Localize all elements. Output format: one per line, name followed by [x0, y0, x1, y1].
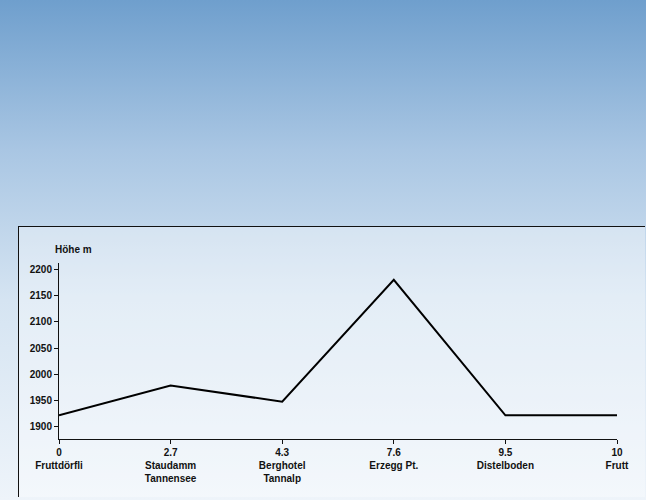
- svg-text:0Fruttdörfli: 0Fruttdörfli: [35, 447, 83, 471]
- svg-text:1900: 1900: [30, 421, 53, 432]
- svg-text:2050: 2050: [30, 343, 53, 354]
- svg-text:7.6Erzegg Pt.: 7.6Erzegg Pt.: [369, 447, 418, 471]
- svg-text:2.7StaudammTannensee: 2.7StaudammTannensee: [145, 447, 197, 484]
- svg-text:2100: 2100: [30, 316, 53, 327]
- svg-text:2200: 2200: [30, 264, 53, 275]
- svg-text:Höhe m: Höhe m: [55, 244, 92, 255]
- svg-text:2000: 2000: [30, 369, 53, 380]
- svg-text:4.3BerghotelTannalp: 4.3BerghotelTannalp: [259, 447, 306, 484]
- svg-text:2150: 2150: [30, 290, 53, 301]
- svg-text:10Frutt: 10Frutt: [606, 447, 629, 471]
- svg-text:9.5Distelboden: 9.5Distelboden: [477, 447, 534, 471]
- svg-text:1950: 1950: [30, 395, 53, 406]
